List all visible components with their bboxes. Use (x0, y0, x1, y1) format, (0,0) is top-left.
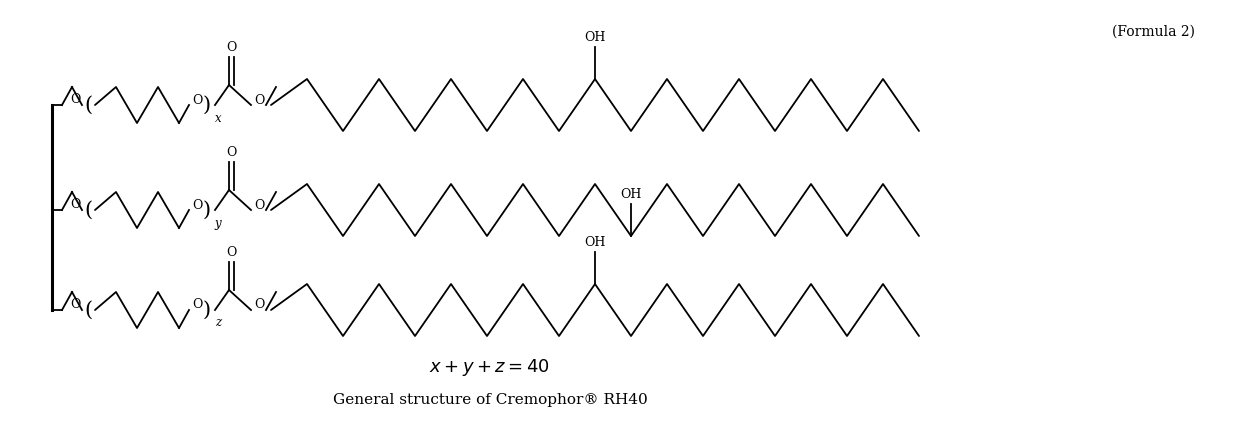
Text: O: O (225, 145, 237, 159)
Text: O: O (192, 298, 202, 312)
Text: O: O (254, 94, 264, 107)
Text: OH: OH (585, 235, 606, 249)
Text: OH: OH (621, 187, 642, 201)
Text: OH: OH (585, 31, 606, 43)
Text: z: z (214, 317, 221, 329)
Text: O: O (69, 93, 81, 105)
Text: ): ) (203, 201, 211, 219)
Text: O: O (254, 298, 264, 312)
Text: y: y (214, 216, 222, 230)
Text: x: x (214, 111, 222, 125)
Text: (: ( (84, 96, 92, 114)
Text: O: O (225, 246, 237, 258)
Text: (: ( (84, 300, 92, 320)
Text: O: O (225, 40, 237, 54)
Text: ): ) (203, 96, 211, 114)
Text: O: O (254, 198, 264, 212)
Text: (: ( (84, 201, 92, 219)
Text: O: O (192, 198, 202, 212)
Text: General structure of Cremophor® RH40: General structure of Cremophor® RH40 (332, 393, 647, 407)
Text: O: O (192, 94, 202, 107)
Text: ): ) (203, 300, 211, 320)
Text: O: O (69, 198, 81, 210)
Text: (Formula 2): (Formula 2) (1111, 25, 1194, 39)
Text: $x + y + z = 40$: $x + y + z = 40$ (430, 357, 550, 377)
Text: O: O (69, 298, 81, 311)
